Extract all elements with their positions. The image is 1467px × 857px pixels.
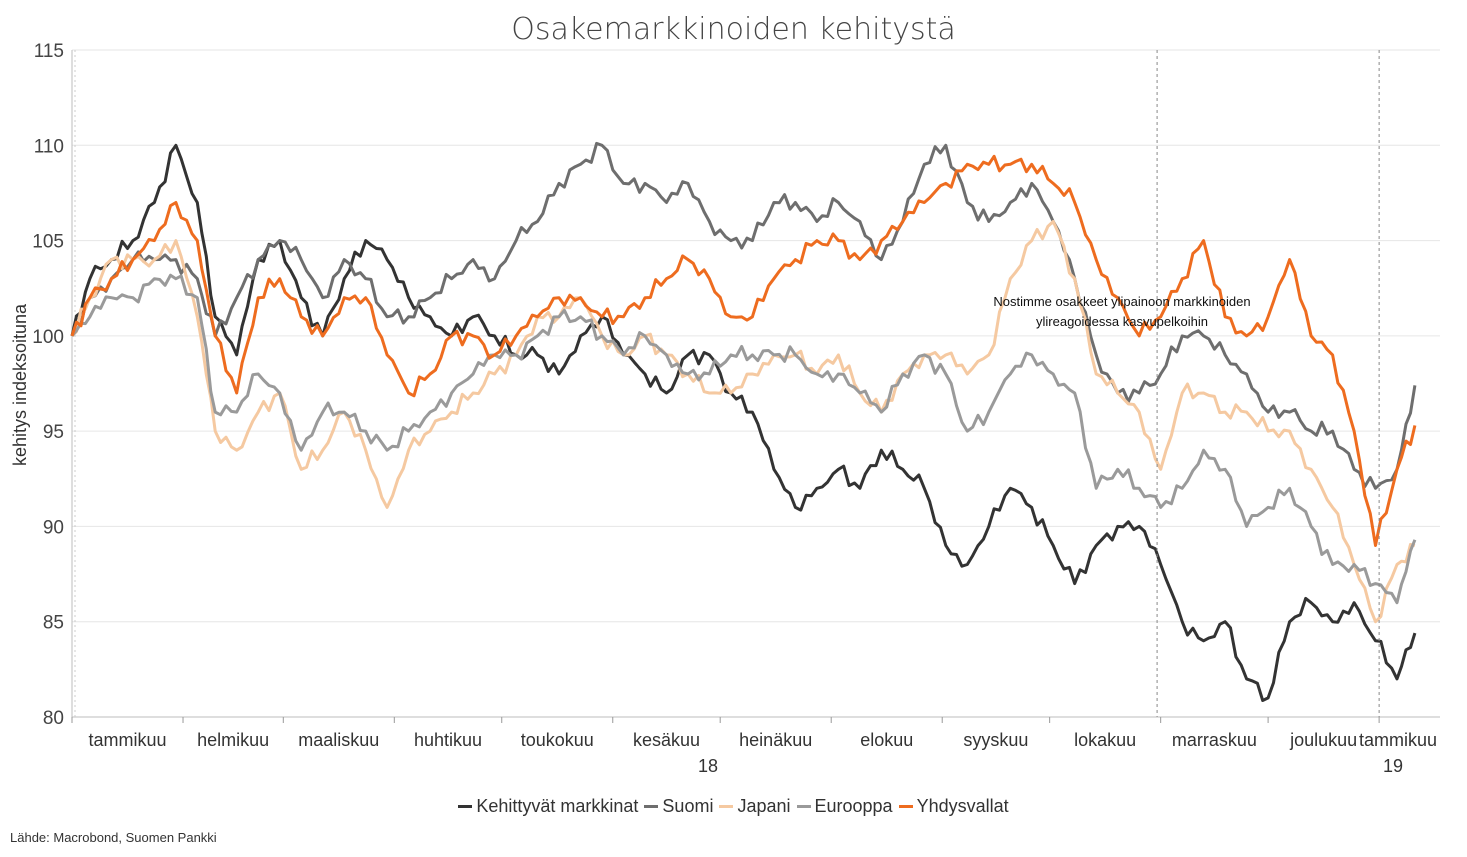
x-tick-label-month: syyskuu [963,730,1028,750]
x-tick-label-month: tammikuu [88,730,166,750]
series-line-eurooppa [70,273,1417,605]
y-tick-label-90: 90 [43,517,64,538]
x-tick-label-month: marraskuu [1172,730,1257,750]
chart-title: Osakemarkkinoiden kehitystä [511,12,956,47]
legend-swatch [796,805,811,808]
source-note: Lähde: Macrobond, Suomen Pankki [10,830,217,845]
x-tick-label-month: helmikuu [197,730,269,750]
series-line-yhdysvallat [70,154,1417,547]
annotation-text-line1: Nostimme osakkeet ylipainoon markkinoide… [993,294,1250,309]
legend: Kehittyvät markkinat Suomi Japani Eurooppa Y… [0,792,1467,817]
legend-swatch [644,805,659,808]
y-tick-label-105: 105 [32,232,64,253]
series-line-kehittyv-t-markkinat [70,143,1417,702]
legend-label: Suomi [662,796,714,816]
legend-swatch [458,805,473,808]
legend-label: Japani [737,796,791,816]
annotation-text-line2: ylireagoidessa kasvupelkoihin [1036,314,1208,329]
legend-item: Yhdysvallat [898,796,1009,817]
legend-label: Yhdysvallat [916,796,1009,816]
x-tick-label-month: joulukuu [1289,730,1357,750]
x-year-label: 18 [698,756,718,776]
series-line-suomi [70,141,1417,490]
axes: 80 85 90 95 100 105 110 115 tammikuu helmikuu maal… [32,41,1440,776]
y-tick-label-115: 115 [34,41,64,62]
x-tick-label-month: elokuu [860,730,913,750]
x-tick-label-month: toukokuu [521,730,594,750]
y-tick-label-110: 110 [34,136,64,157]
grid-lines [72,49,1440,718]
x-tick-label-month: lokakuu [1074,730,1136,750]
series-lines [70,141,1417,702]
y-tick-label-100: 100 [32,327,64,348]
x-tick-label-month: heinäkuu [739,730,812,750]
y-axis-label: kehitys indeksoituna [10,303,30,466]
x-year-label: 19 [1383,756,1403,776]
x-tick-label-month: kesäkuu [633,730,700,750]
y-tick-label-85: 85 [43,613,64,634]
legend-label: Eurooppa [814,796,893,816]
annotation-group: Nostimme osakkeet ylipainoon markkinoide… [993,50,1380,717]
x-tick-label-month: maaliskuu [298,730,379,750]
y-tick-label-80: 80 [43,708,64,729]
legend-item: Eurooppa [796,796,893,817]
legend-item: Japani [719,796,791,817]
legend-label: Kehittyvät markkinat [476,796,639,816]
legend-item: Kehittyvät markkinat [458,796,638,817]
y-tick-label-95: 95 [43,422,64,443]
legend-item: Suomi [644,796,713,817]
legend-swatch [719,805,734,808]
x-tick-label-month: huhtikuu [414,730,482,750]
x-tick-label-month: tammikuu [1359,730,1437,750]
legend-swatch [898,805,913,808]
series-line-japani [70,220,1416,624]
